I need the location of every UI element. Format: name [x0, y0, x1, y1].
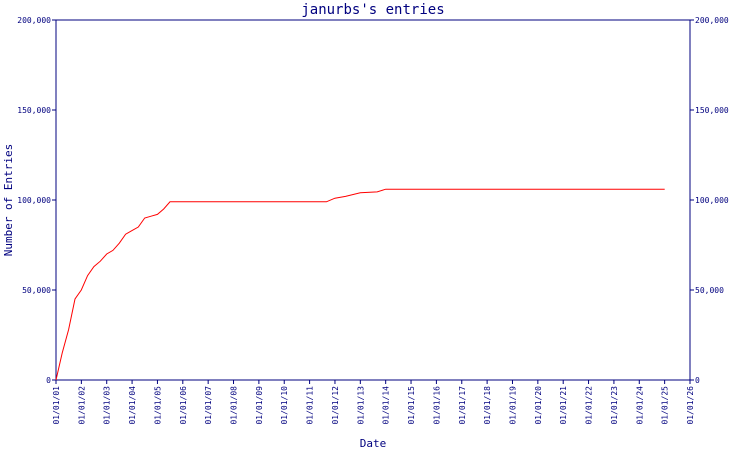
- y-tick-label-right: 150,000: [695, 106, 729, 115]
- x-tick-label: 01/01/20: [534, 386, 543, 425]
- plot-frame: [55, 19, 691, 381]
- x-tick-label: 01/01/08: [230, 386, 239, 425]
- x-tick-label: 01/01/07: [204, 386, 213, 425]
- y-axis-label: Number of Entries: [2, 144, 15, 257]
- y-tick-label-right: 50,000: [695, 286, 724, 295]
- x-tick-label: 01/01/26: [686, 386, 695, 425]
- x-tick-label: 01/01/02: [77, 386, 86, 425]
- y-tick-label-left: 100,000: [17, 196, 51, 205]
- x-tick-label: 01/01/04: [128, 386, 137, 425]
- x-tick-label: 01/01/22: [585, 386, 594, 425]
- x-tick-label: 01/01/12: [331, 386, 340, 425]
- y-tick-label-left: 50,000: [22, 286, 51, 295]
- x-tick-label: 01/01/15: [407, 386, 416, 425]
- x-tick-label: 01/01/25: [661, 386, 670, 425]
- x-tick-label: 01/01/16: [432, 386, 441, 425]
- y-tick-label-left: 200,000: [17, 16, 51, 25]
- x-axis: 01/01/01 01/01/02 01/01/03 01/01/04 01/01/05…: [52, 380, 695, 425]
- x-tick-label: 01/01/24: [635, 386, 644, 425]
- y-tick-label-left: 150,000: [17, 106, 51, 115]
- x-tick-label: 01/01/18: [483, 386, 492, 425]
- y-tick-label-right: 0: [695, 376, 700, 385]
- x-tick-label: 01/01/21: [559, 386, 568, 425]
- y-axis-right: 0 50,000 100,000 150,000 200,000: [690, 16, 729, 385]
- x-tick-label: 01/01/06: [179, 386, 188, 425]
- y-tick-label-right: 100,000: [695, 196, 729, 205]
- x-tick-label: 01/01/17: [458, 386, 467, 425]
- x-tick-label: 01/01/13: [356, 386, 365, 425]
- x-tick-label: 01/01/23: [610, 386, 619, 425]
- x-axis-label: Date: [360, 437, 387, 450]
- x-tick-label: 01/01/14: [382, 386, 391, 425]
- x-tick-label: 01/01/01: [52, 386, 61, 425]
- x-tick-label: 01/01/03: [103, 386, 112, 425]
- x-tick-label: 01/01/10: [280, 386, 289, 425]
- x-tick-label: 01/01/09: [255, 386, 264, 425]
- y-tick-label-left: 0: [46, 376, 51, 385]
- chart-title: janurbs's entries: [301, 2, 444, 18]
- x-tick-label: 01/01/19: [508, 386, 517, 425]
- x-tick-label: 01/01/11: [306, 386, 315, 425]
- y-axis-left: 0 50,000 100,000 150,000 200,000: [17, 16, 56, 385]
- series-line: [55, 188, 665, 381]
- y-tick-label-right: 200,000: [695, 16, 729, 25]
- x-tick-label: 01/01/05: [153, 386, 162, 425]
